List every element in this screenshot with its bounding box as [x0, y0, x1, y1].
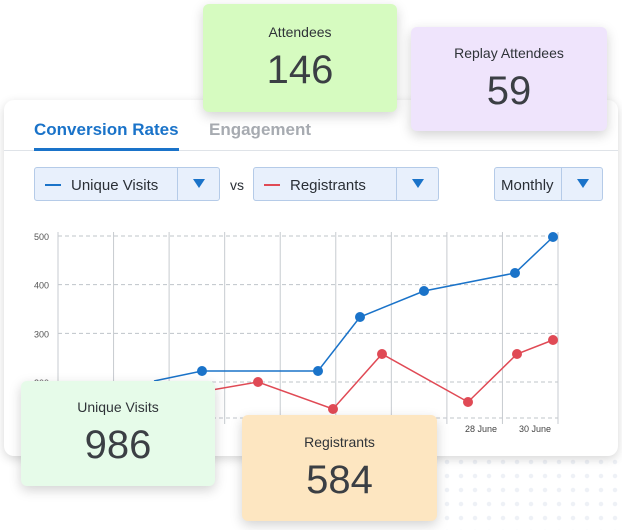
unique-visits-series-line	[153, 236, 554, 382]
registrants-card: Registrants 584	[242, 415, 437, 521]
series-b-legend-line	[264, 184, 280, 186]
registrants-series-point	[328, 404, 338, 414]
select-divider	[561, 168, 562, 200]
replay-attendees-label: Replay Attendees	[454, 45, 564, 61]
unique-visits-series-point	[355, 312, 365, 322]
registrants-series-point	[512, 349, 522, 359]
attendees-card: Attendees 146	[203, 4, 397, 112]
unique-visits-card: Unique Visits 986	[21, 381, 215, 486]
period-select[interactable]: Monthly	[494, 167, 603, 201]
attendees-value: 146	[266, 48, 334, 92]
unique-visits-series-point	[548, 232, 558, 242]
x-tick-label: 28 June	[465, 424, 497, 434]
chevron-down-icon[interactable]	[412, 179, 424, 188]
series-b-label: Registrants	[290, 177, 366, 194]
period-label: Monthly	[501, 177, 554, 194]
unique-visits-series-point	[313, 366, 323, 376]
select-divider	[396, 168, 397, 200]
chevron-down-icon[interactable]	[193, 179, 205, 188]
registrants-series-point	[377, 349, 387, 359]
unique-visits-value: 986	[84, 423, 152, 467]
attendees-label: Attendees	[268, 24, 332, 40]
series-b-select[interactable]: Registrants	[253, 167, 439, 201]
registrants-value: 584	[306, 458, 373, 502]
registrants-series-point	[548, 335, 558, 345]
registrants-label: Registrants	[304, 434, 375, 450]
chevron-down-icon[interactable]	[577, 179, 589, 188]
series-a-legend-line	[45, 184, 61, 186]
unique-visits-series-point	[419, 286, 429, 296]
tab-engagement[interactable]: Engagement	[209, 120, 312, 139]
y-tick-label: 300	[34, 329, 49, 339]
registrants-series-point	[463, 397, 473, 407]
select-divider	[177, 168, 178, 200]
tab-conversion-rates[interactable]: Conversion Rates	[34, 120, 179, 151]
series-a-select[interactable]: Unique Visits	[34, 167, 220, 201]
vs-label: vs	[230, 177, 244, 193]
unique-visits-label: Unique Visits	[77, 399, 159, 415]
tab-bar: Conversion Rates Engagement	[4, 100, 618, 151]
registrants-series-point	[253, 377, 263, 387]
y-tick-label: 500	[34, 232, 49, 242]
series-a-label: Unique Visits	[71, 177, 159, 194]
decorative-dot-pattern	[440, 455, 620, 530]
x-tick-label: 30 June	[519, 424, 551, 434]
replay-attendees-value: 59	[486, 69, 532, 113]
unique-visits-series-point	[197, 366, 207, 376]
replay-attendees-card: Replay Attendees 59	[411, 27, 607, 131]
y-tick-label: 400	[34, 281, 49, 291]
unique-visits-series-point	[510, 268, 520, 278]
